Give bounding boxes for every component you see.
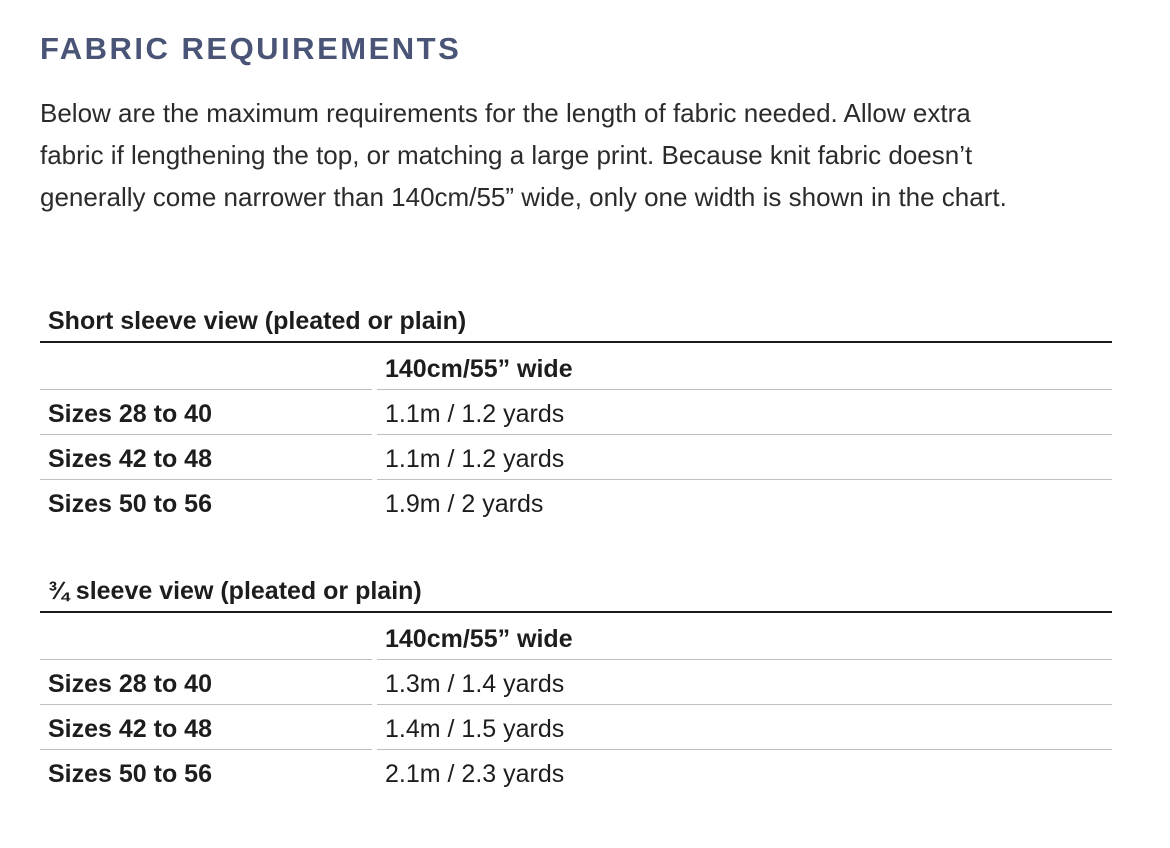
intro-line: Below are the maximum requirements for t… <box>40 98 971 128</box>
row-value: 1.3m / 1.4 yards <box>377 660 1112 705</box>
row-label: Sizes 28 to 40 <box>40 660 372 705</box>
table-title: Short sleeve view (pleated or plain) <box>48 307 467 335</box>
page-title: FABRIC REQUIREMENTS <box>40 31 462 66</box>
column-header: 140cm/55” wide <box>377 613 1112 660</box>
table-row: Sizes 50 to 56 2.1m / 2.3 yards <box>40 750 1112 794</box>
row-value: 1.1m / 1.2 yards <box>377 390 1112 435</box>
table-header-spacer <box>40 613 372 660</box>
table-row: Sizes 28 to 40 1.3m / 1.4 yards <box>40 660 1112 705</box>
row-label: Sizes 42 to 48 <box>40 705 372 750</box>
fabric-table-three-quarter-sleeve: ¾ sleeve view (pleated or plain) 140cm/5… <box>40 576 1112 794</box>
intro-line: fabric if lengthening the top, or matchi… <box>40 140 973 170</box>
row-value: 1.1m / 1.2 yards <box>377 435 1112 480</box>
table-row: Sizes 28 to 40 1.1m / 1.2 yards <box>40 390 1112 435</box>
document-page: FABRIC REQUIREMENTS Below are the maximu… <box>40 31 1130 794</box>
intro-paragraph: Below are the maximum requirements for t… <box>40 92 1130 218</box>
row-value: 1.4m / 1.5 yards <box>377 705 1112 750</box>
table-row: Sizes 50 to 56 1.9m / 2 yards <box>40 480 1112 524</box>
table-row: Sizes 42 to 48 1.1m / 1.2 yards <box>40 435 1112 480</box>
table-header-spacer <box>40 343 372 390</box>
column-header: 140cm/55” wide <box>377 343 1112 390</box>
row-label: Sizes 50 to 56 <box>48 490 212 518</box>
row-value: 2.1m / 2.3 yards <box>385 760 565 788</box>
fabric-table-short-sleeve: Short sleeve view (pleated or plain) 140… <box>40 306 1112 524</box>
row-label: Sizes 28 to 40 <box>40 390 372 435</box>
table-header-row: 140cm/55” wide <box>40 613 1112 660</box>
table-header-row: 140cm/55” wide <box>40 343 1112 390</box>
row-label: Sizes 50 to 56 <box>48 760 212 788</box>
table-title-row: ¾ sleeve view (pleated or plain) <box>40 576 1112 613</box>
table-row: Sizes 42 to 48 1.4m / 1.5 yards <box>40 705 1112 750</box>
intro-line: generally come narrower than 140cm/55” w… <box>40 182 1007 212</box>
table-title-row: Short sleeve view (pleated or plain) <box>40 306 1112 343</box>
row-value: 1.9m / 2 yards <box>385 490 544 518</box>
table-title: ¾ sleeve view (pleated or plain) <box>48 577 422 605</box>
row-label: Sizes 42 to 48 <box>40 435 372 480</box>
